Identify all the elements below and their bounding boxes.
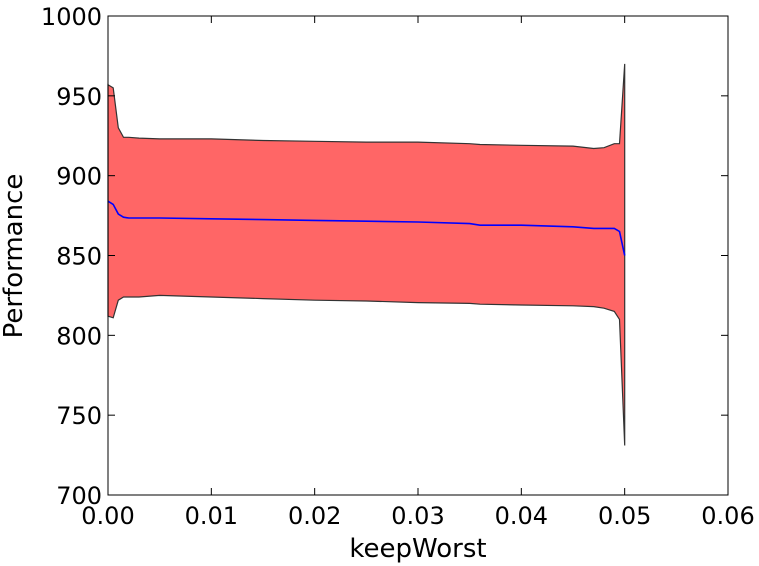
y-tick-label: 750	[56, 402, 102, 430]
x-tick-label: 0.02	[288, 502, 341, 530]
x-tick-label: 0.05	[598, 502, 651, 530]
y-tick-label: 950	[56, 83, 102, 111]
x-tick-label: 0.03	[391, 502, 444, 530]
plot-area	[107, 15, 729, 496]
y-tick-label: 900	[56, 163, 102, 191]
y-axis-ticks: 700 750 800 850 900 950 1000	[41, 3, 728, 510]
y-tick-label: 1000	[41, 3, 102, 31]
mean-line	[107, 200, 626, 256]
x-tick-label: 0.06	[701, 502, 754, 530]
y-tick-label: 700	[56, 482, 102, 510]
x-axis-ticks: 0.00 0.01 0.02 0.03 0.04 0.05 0.06	[81, 16, 755, 530]
x-axis-label: keepWorst	[349, 534, 486, 564]
y-tick-label: 850	[56, 243, 102, 271]
x-tick-label: 0.01	[185, 502, 238, 530]
x-tick-label: 0.04	[495, 502, 548, 530]
y-tick-label: 800	[56, 322, 102, 350]
y-axis-label: Performance	[0, 174, 29, 339]
x-tick-label: 0.00	[81, 502, 134, 530]
performance-band	[107, 63, 626, 446]
